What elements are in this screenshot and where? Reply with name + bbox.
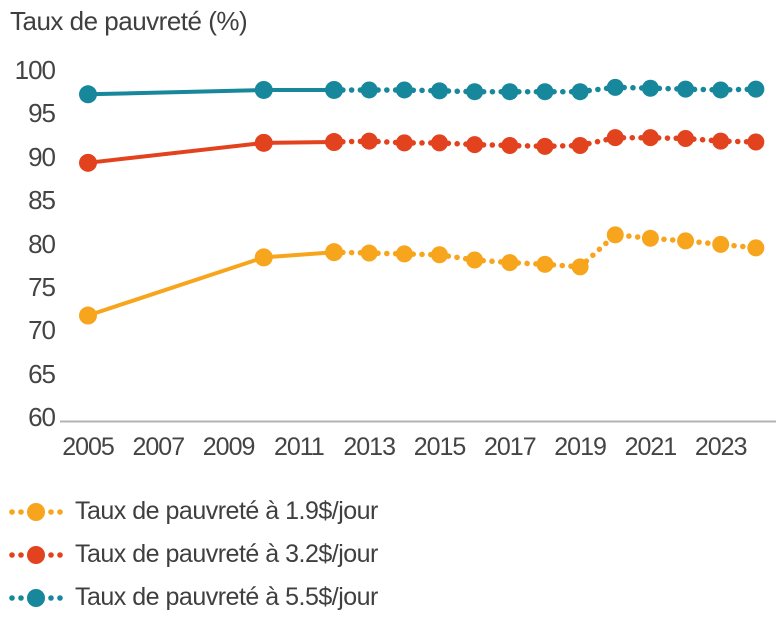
y-tick-label: 75 <box>28 271 56 302</box>
chart-title: Taux de pauvreté (%) <box>10 6 248 36</box>
y-tick-label: 60 <box>28 402 56 432</box>
data-point-marker <box>360 81 378 99</box>
plot-area <box>60 78 776 423</box>
x-tick-label: 2011 <box>274 433 325 461</box>
data-point-marker <box>395 81 413 99</box>
dotted-line-marker-icon <box>9 545 63 564</box>
y-tick-label: 65 <box>28 358 56 389</box>
data-point-marker <box>325 133 344 152</box>
data-point-marker <box>606 226 624 244</box>
data-point-marker <box>466 251 484 269</box>
data-point-marker <box>360 132 378 150</box>
data-point-marker <box>501 136 519 154</box>
data-point-marker <box>395 245 413 263</box>
y-tick-label: 90 <box>28 141 56 172</box>
x-tick-label: 2017 <box>483 433 537 461</box>
data-point-marker <box>254 133 273 152</box>
data-point-marker <box>571 136 589 154</box>
data-point-marker <box>712 132 730 150</box>
x-tick-label: 2023 <box>694 433 748 461</box>
data-point-marker <box>325 80 344 99</box>
legend-label: Taux de pauvreté à 5.5$/jour <box>75 583 378 611</box>
x-tick-label: 2005 <box>62 433 115 461</box>
data-point-marker <box>501 83 519 101</box>
data-point-marker <box>466 136 484 154</box>
legend-item-1.9-dollar: Taux de pauvreté à 1.9$/jour <box>8 490 378 533</box>
dotted-line-marker-icon <box>9 502 63 521</box>
data-point-marker <box>606 78 624 96</box>
data-point-marker <box>747 239 765 257</box>
data-point-marker <box>677 80 695 98</box>
x-tick-label: 2007 <box>132 433 185 461</box>
y-tick-label: 85 <box>28 185 56 216</box>
data-point-marker <box>395 134 413 152</box>
data-point-marker <box>677 232 695 250</box>
x-tick-label: 2013 <box>343 433 396 461</box>
data-point-marker <box>677 130 695 148</box>
data-point-marker <box>571 83 589 101</box>
data-point-marker <box>254 80 273 99</box>
dotted-line-marker-icon <box>9 588 63 607</box>
x-tick-label: 2009 <box>202 433 256 461</box>
data-point-marker <box>431 134 448 152</box>
y-tick-label: 95 <box>28 98 56 129</box>
y-tick-label: 100 <box>14 55 56 85</box>
data-point-marker <box>360 244 378 262</box>
data-point-marker <box>536 255 554 273</box>
data-point-marker <box>466 83 484 101</box>
legend-item-5.5-dollar: Taux de pauvreté à 5.5$/jour <box>8 576 378 619</box>
data-point-marker <box>747 133 765 151</box>
data-point-marker <box>431 82 448 100</box>
x-tick-label: 2015 <box>413 433 467 461</box>
data-point-marker <box>641 129 659 147</box>
series-line-solid <box>87 250 335 318</box>
series-line-solid <box>87 140 335 165</box>
data-point-marker <box>536 137 554 155</box>
y-tick-label: 70 <box>28 315 56 346</box>
series-line-solid <box>87 88 334 97</box>
data-point-marker <box>79 85 97 104</box>
data-point-marker <box>747 80 765 98</box>
legend-item-3.2-dollar: Taux de pauvreté à 3.2$/jour <box>8 533 378 576</box>
data-point-marker <box>712 81 730 99</box>
data-point-marker <box>641 79 659 97</box>
data-point-marker <box>325 243 344 262</box>
legend: Taux de pauvreté à 1.9$/jour Taux de pau… <box>8 490 378 619</box>
data-point-marker <box>431 246 448 264</box>
data-point-marker <box>606 129 624 147</box>
data-point-marker <box>79 153 97 172</box>
data-point-marker <box>536 83 554 101</box>
legend-label: Taux de pauvreté à 3.2$/jour <box>75 540 378 568</box>
data-point-marker <box>79 306 97 325</box>
data-point-marker <box>501 254 519 272</box>
data-point-marker <box>571 258 589 276</box>
data-point-marker <box>254 248 273 267</box>
x-tick-label: 2019 <box>554 433 607 461</box>
data-point-marker <box>712 235 730 253</box>
data-point-marker <box>641 229 659 247</box>
legend-label: Taux de pauvreté à 1.9$/jour <box>75 497 378 525</box>
x-tick-label: 2021 <box>624 433 678 461</box>
y-tick-label: 80 <box>28 228 56 259</box>
